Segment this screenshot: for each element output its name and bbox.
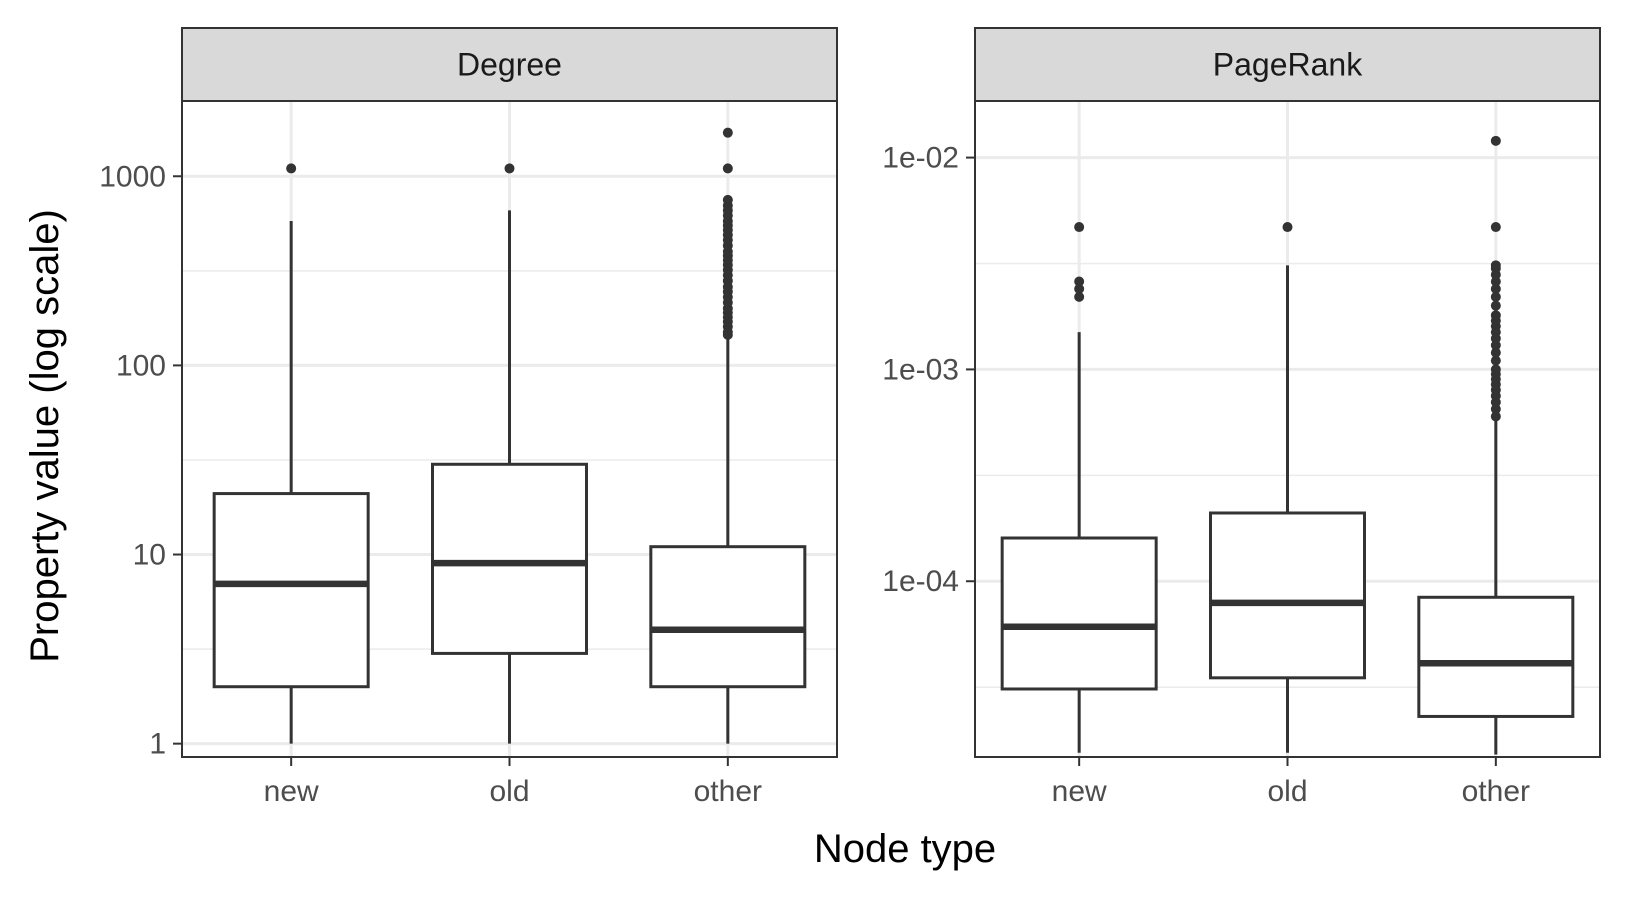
panel-degree: Degree 1 10 100 1000 new old other [99,27,838,808]
y-tick-label: 1e-02 [882,142,959,175]
facet-strip [181,27,838,102]
outlier-point [1074,283,1085,294]
outlier-point [1282,222,1293,233]
interquartile-box [649,545,807,689]
y-tick-label: 1000 [99,160,166,193]
x-tick-label: other [694,775,762,808]
interquartile-box [1000,536,1158,691]
outlier-point [1074,291,1085,302]
box-new [1000,222,1158,753]
outlier-point [1490,300,1501,311]
outlier-point [722,194,733,205]
x-axis-title: Node type [814,827,996,871]
box-old [431,163,588,744]
outlier-point [1490,135,1501,146]
x-tick-label: old [1267,775,1307,808]
x-tick-label: new [1052,775,1107,808]
interquartile-box [431,462,588,655]
box-other [649,127,807,744]
facet-strip [974,27,1601,102]
y-tick-label: 10 [133,539,166,572]
y-axis-title: Property value (log scale) [23,209,67,663]
outlier-point [1490,347,1501,358]
outlier-point [1074,276,1085,287]
outlier-point [1490,260,1501,271]
outlier-point [1490,283,1501,294]
outlier-point [1490,355,1501,366]
outlier-point [1490,411,1501,422]
outlier-point [1490,364,1501,375]
facet-strip-label: PageRank [1213,47,1363,83]
outlier-point [1490,291,1501,302]
y-tick-label: 1e-04 [882,565,959,598]
interquartile-box [212,492,370,689]
x-tick-label: other [1462,775,1530,808]
interquartile-box [1209,511,1366,680]
box-new [212,163,370,744]
outlier-point [722,163,733,174]
interquartile-box [1417,595,1575,718]
panel-pagerank: PageRank 1e-04 1e-03 1e-02 new old other [882,27,1601,808]
outlier-point [722,127,733,138]
outlier-point [1490,310,1501,321]
panels: Degree 1 10 100 1000 new old other PageRank 1e-04… [99,27,1601,808]
outlier-point [286,163,297,174]
y-tick-label: 100 [116,349,166,382]
outlier-point [1074,222,1085,233]
x-tick-label: old [489,775,529,808]
outlier-point [504,163,515,174]
box-other [1417,135,1575,755]
x-tick-label: new [264,775,319,808]
y-tick-label: 1e-03 [882,353,959,386]
box-old [1209,222,1366,753]
y-tick-label: 1 [149,728,166,761]
facet-strip-label: Degree [457,47,562,83]
outlier-point [1490,222,1501,233]
